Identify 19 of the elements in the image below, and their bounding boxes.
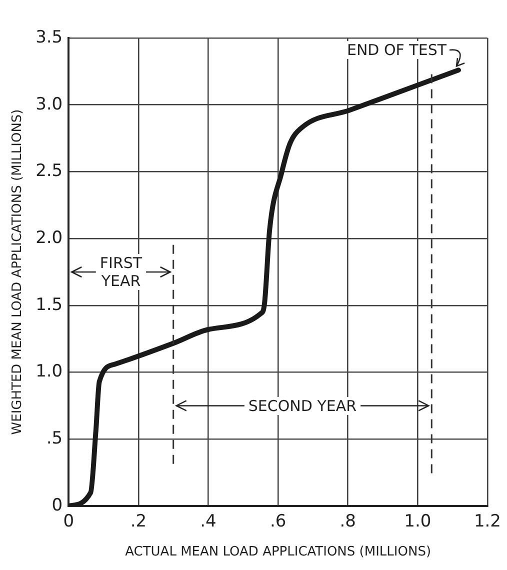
y-tick-label: .5 xyxy=(46,428,63,449)
x-tick-label: .8 xyxy=(340,512,356,532)
y-tick-label: 2.5 xyxy=(36,161,63,182)
y-tick-label: 3.5 xyxy=(36,27,63,48)
x-tick-label: 1.2 xyxy=(474,512,502,532)
x-tick-label: .4 xyxy=(200,512,216,532)
annotation: END OF TEST xyxy=(344,41,449,59)
y-tick-label: 2.0 xyxy=(36,228,63,248)
annotation: SECOND YEAR xyxy=(246,396,359,415)
y-axis-title: WEIGHTED MEAN LOAD APPLICATIONS (MILLIONS) xyxy=(10,109,26,435)
annotation: FIRST YEAR xyxy=(98,254,144,290)
x-axis-title: ACTUAL MEAN LOAD APPLICATIONS (MILLIONS) xyxy=(125,544,432,560)
y-tick-label: 1.5 xyxy=(36,294,63,315)
y-tick-label: 3.0 xyxy=(36,94,63,114)
x-tick-label: .6 xyxy=(270,512,286,532)
y-tick-label: 0 xyxy=(52,495,63,516)
x-tick-label: 1.0 xyxy=(404,512,432,532)
y-tick-label: 1.0 xyxy=(36,362,63,382)
x-tick-label: .2 xyxy=(130,512,147,532)
